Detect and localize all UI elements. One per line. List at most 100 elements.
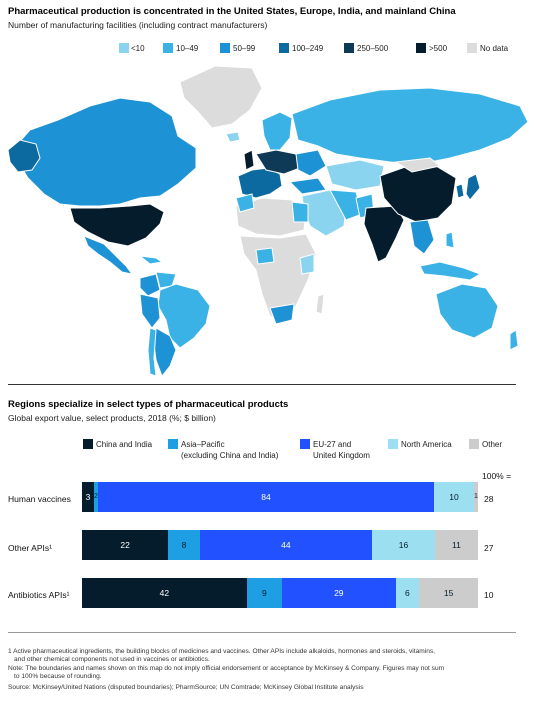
map-region-scandinavia bbox=[261, 111, 293, 151]
map-region-chile bbox=[147, 327, 157, 377]
legend-swatch-asia-pacific bbox=[168, 439, 178, 449]
bar-human-vaccines-china-india bbox=[82, 482, 94, 512]
map-region-uk bbox=[243, 149, 255, 171]
bar-label-other-apis-other: 11 bbox=[452, 540, 461, 550]
map-region-iceland bbox=[225, 131, 241, 143]
legend-swatch-10-49 bbox=[163, 43, 173, 53]
bar-label-human-vaccines-other: 1 bbox=[474, 493, 478, 500]
footnote-note-a: Note: The boundaries and names shown on … bbox=[8, 665, 445, 672]
map-region-alaska bbox=[7, 139, 41, 173]
map-region-indonesia bbox=[419, 261, 482, 281]
footnote-1b: and other chemical components not used i… bbox=[14, 656, 210, 663]
map-region-usa bbox=[69, 203, 165, 247]
bar-label-human-vaccines-china-india: 3 bbox=[85, 492, 91, 502]
bar-other-apis-other bbox=[434, 530, 478, 560]
map-region-mongolia bbox=[394, 157, 442, 173]
map-region-turkey bbox=[288, 177, 327, 195]
legend-label-asia-pacific-2: (excluding China and India) bbox=[181, 451, 279, 460]
bar-antibiotics-apis-china-india bbox=[82, 578, 247, 608]
map-region-greenland bbox=[179, 65, 263, 129]
legend-swatch-50-99 bbox=[220, 43, 230, 53]
bar-label-antibiotics-apis-china-india: 42 bbox=[159, 588, 170, 598]
bar-other-apis-north-america bbox=[372, 530, 435, 560]
bar-antibiotics-apis-north-america bbox=[395, 578, 420, 608]
bar-human-vaccines-asia-pacific bbox=[94, 482, 98, 512]
map-region-korea bbox=[455, 183, 465, 199]
footnote-divider bbox=[8, 632, 516, 633]
bar-label-other-apis-asia-pacific: 8 bbox=[181, 540, 187, 550]
bar-label-antibiotics-apis-other: 15 bbox=[443, 588, 454, 598]
footnote-1a: 1 Active pharmaceutical ingredients, the… bbox=[8, 648, 435, 655]
total-header: 100% = bbox=[482, 471, 512, 481]
chart-subtitle: Global export value, select products, 20… bbox=[8, 413, 216, 423]
footnote-source: Source: McKinsey/United Nations (dispute… bbox=[8, 684, 364, 691]
map-region-brazil bbox=[157, 283, 211, 349]
footnote-note-b: to 100% because of rounding. bbox=[14, 673, 102, 680]
map-region-peru bbox=[139, 293, 161, 329]
legend-swatch-north-america bbox=[388, 439, 398, 449]
category-label-other-apis: Other APIs¹ bbox=[8, 543, 52, 553]
legend-swatch-no-data bbox=[467, 43, 477, 53]
map-subtitle: Number of manufacturing facilities (incl… bbox=[8, 20, 268, 30]
bar-other-apis-asia-pacific bbox=[168, 530, 200, 560]
map-region-morocco bbox=[235, 193, 255, 213]
bar-human-vaccines-north-america bbox=[434, 482, 474, 512]
map-region-russia bbox=[291, 87, 529, 165]
legend-swatch-eu-uk bbox=[300, 439, 310, 449]
legend-swatch-gt500 bbox=[416, 43, 426, 53]
map-region-colombia bbox=[139, 273, 161, 297]
legend-label-asia-pacific-1: Asia–Pacific bbox=[181, 440, 225, 449]
map-region-mexico bbox=[83, 235, 134, 275]
legend-label-other: Other bbox=[482, 440, 503, 449]
bar-label-antibiotics-apis-north-america: 6 bbox=[405, 588, 410, 598]
section-divider bbox=[8, 384, 516, 385]
legend-label-gt500: >500 bbox=[429, 44, 448, 53]
bar-label-other-apis-china-india: 22 bbox=[120, 540, 130, 550]
map-region-south-africa bbox=[269, 303, 295, 325]
map-region-australia bbox=[435, 283, 499, 339]
category-label-antibiotics-apis: Antibiotics APIs¹ bbox=[8, 590, 70, 600]
world-map bbox=[7, 65, 529, 377]
map-region-egypt bbox=[291, 201, 309, 223]
legend-label-50-99: 50–99 bbox=[233, 44, 256, 53]
bar-label-antibiotics-apis-eu-uk: 29 bbox=[334, 588, 344, 598]
legend-label-250-500: 250–500 bbox=[357, 44, 389, 53]
total-value-other-apis: 27 bbox=[484, 543, 494, 553]
map-region-southeast-asia bbox=[409, 219, 435, 255]
map-region-east-africa bbox=[299, 253, 315, 275]
map-region-central-asia bbox=[325, 159, 385, 191]
map-region-philippines bbox=[445, 231, 455, 249]
legend-swatch-china-india bbox=[83, 439, 93, 449]
bar-antibiotics-apis-eu-uk bbox=[281, 578, 396, 608]
bar-label-antibiotics-apis-asia-pacific: 9 bbox=[261, 588, 267, 598]
map-region-caribbean bbox=[138, 255, 164, 265]
bar-label-other-apis-north-america: 16 bbox=[398, 540, 409, 550]
map-region-madagascar bbox=[315, 293, 325, 315]
legend-label-no-data: No data bbox=[480, 44, 509, 53]
map-region-japan bbox=[465, 173, 481, 201]
map-region-eastern-europe bbox=[295, 149, 327, 177]
bar-label-human-vaccines-asia-pacific: 2 bbox=[94, 493, 98, 500]
legend-label-china-india: China and India bbox=[96, 440, 153, 449]
bar-other-apis-eu-uk bbox=[199, 530, 373, 560]
legend-swatch-lt10 bbox=[119, 43, 129, 53]
category-label-human-vaccines: Human vaccines bbox=[8, 494, 71, 504]
map-region-canada bbox=[13, 97, 197, 207]
legend-swatch-100-249 bbox=[279, 43, 289, 53]
legend-label-100-249: 100–249 bbox=[292, 44, 324, 53]
map-region-new-zealand bbox=[509, 329, 519, 351]
legend-label-eu-uk-1: EU-27 and bbox=[313, 440, 352, 449]
legend-swatch-other bbox=[469, 439, 479, 449]
map-region-nigeria bbox=[255, 247, 275, 265]
legend-label-10-49: 10–49 bbox=[176, 44, 199, 53]
bar-human-vaccines-eu-uk bbox=[98, 482, 434, 512]
legend-label-eu-uk-2: United Kingdom bbox=[313, 451, 370, 460]
chart-title: Regions specialize in select types of ph… bbox=[8, 399, 289, 410]
bar-antibiotics-apis-other bbox=[419, 578, 478, 608]
legend-label-lt10: <10 bbox=[131, 44, 145, 53]
bar-label-other-apis-eu-uk: 44 bbox=[281, 540, 291, 550]
total-value-human-vaccines: 28 bbox=[484, 494, 494, 504]
map-title: Pharmaceutical production is concentrate… bbox=[8, 6, 456, 17]
total-value-antibiotics-apis: 10 bbox=[484, 590, 494, 600]
bar-label-human-vaccines-north-america: 10 bbox=[449, 492, 459, 502]
